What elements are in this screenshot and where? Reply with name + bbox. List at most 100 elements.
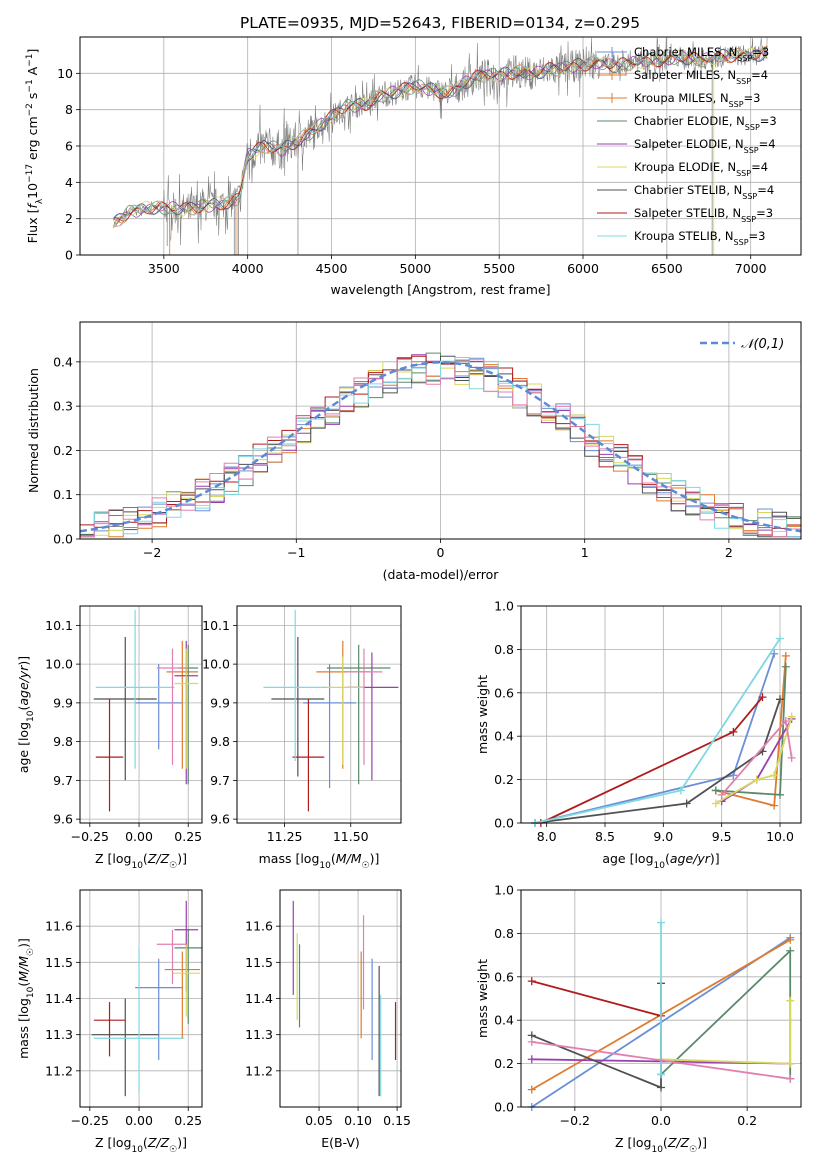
weight_vs_age-ylabel: mass weight [475, 675, 490, 754]
legend-label-part: SSP [737, 54, 752, 63]
weight_vs_Z-xlabel-part: ☉ [689, 1145, 697, 1155]
spectrum-ylabel-part: −17 [25, 164, 35, 183]
age_vs_Z-xlabel-part: 10 [131, 861, 143, 871]
residuals-xtick-label: 1 [581, 545, 589, 560]
weight_vs_age-point-marker [770, 649, 779, 658]
age_vs_Z-ylabel-part: age/yr [16, 665, 31, 706]
age_vs_Z-xlabel-part: )] [177, 851, 187, 866]
legend-label: Kroupa STELIB, NSSP=3 [634, 229, 765, 247]
mass_vs_Z-xlabel-part: ( [143, 1135, 148, 1150]
spectrum-ylabel-part: s [25, 93, 40, 104]
weight_vs_Z-xlabel-part: 10 [651, 1145, 663, 1155]
age_vs_Z-ytick-label: 9.9 [53, 695, 73, 710]
weight_vs_age-xtick-label: 8.0 [537, 829, 557, 844]
weight_vs_Z-xtick-label: 0.0 [651, 1113, 671, 1128]
age_vs_Z-xlabel-part: Z [log [95, 851, 131, 866]
spectrum-ytick-label: 2 [65, 211, 73, 226]
age_vs_Z-xtick-label: 0.25 [174, 829, 202, 844]
residuals-ytick-label: 0.2 [53, 443, 73, 458]
legend-label-part: =4 [751, 68, 768, 82]
spectrum-ylabel-part: erg cm [25, 116, 40, 164]
mass_vs_Z-ytick-label: 11.3 [45, 1027, 73, 1042]
weight_vs_Z-point-marker [786, 1059, 795, 1068]
legend-label: Chabrier STELIB, NSSP=4 [634, 183, 774, 201]
age_vs_Z-xtick-label: 0.00 [125, 829, 153, 844]
legend-label-part: =3 [760, 114, 777, 128]
spectrum-ylabel-part: f [25, 203, 40, 209]
mass_vs_EBV-xtick-label: 0.15 [383, 1113, 411, 1128]
mass_vs_Z-xtick-label: 0.00 [125, 1113, 153, 1128]
legend-label-part: =3 [756, 206, 773, 220]
weight_vs_Z-xtick-label: −0.2 [560, 1113, 590, 1128]
age_vs_Z-ytick-label: 9.6 [53, 812, 73, 827]
weight_vs_Z-ytick-label: 0.4 [494, 1013, 514, 1028]
axes-layer: 3500 4000 4500 5000 5500 6000 6500 70000246810w… [16, 36, 802, 1155]
model-spectrum-line [113, 48, 768, 221]
legend-label: Salpeter MILES, NSSP=4 [634, 68, 768, 86]
legend-label-part: =4 [751, 160, 768, 174]
age_vs_mass-xlabel-part: )] [370, 851, 380, 866]
age_vs_mass-xlabel-part: M/M [336, 851, 362, 866]
weight_vs_age-point-marker [776, 790, 784, 799]
weight_vs_age-point-marker [776, 634, 784, 643]
weight_vs_age-point-marker [752, 775, 761, 784]
legend-label-part: SSP [736, 169, 751, 178]
age_vs_Z-ylabel-part: 10 [26, 710, 36, 722]
weight_vs_Z-series-line [531, 980, 662, 1017]
weight_vs_Z-point-marker [657, 1083, 665, 1092]
age_vs_mass-ytick-label: 9.8 [210, 734, 230, 749]
age_vs_Z-ylabel-part: ( [16, 706, 31, 711]
legend-label-part: SSP [745, 123, 760, 132]
mass_vs_Z-xlabel-part: Z/Z [147, 1135, 170, 1150]
weight_vs_Z-point-marker [786, 935, 795, 944]
weight_vs_age-xtick-label: 9.5 [712, 829, 732, 844]
weight_vs_Z-point-marker [657, 1070, 665, 1079]
weight_vs_Z-point-marker [527, 1037, 536, 1046]
mass_vs_Z-ylabel-part: )] [16, 938, 31, 948]
spectrum-xtick-label: 4500 [316, 261, 348, 276]
spectrum-ylabel: Flux [fλ10−17 erg cm−2 s−1 A−1] [25, 49, 45, 244]
weight_vs_Z-point-marker [527, 1085, 536, 1094]
legend-label-part: Salpeter MILES, N [634, 68, 736, 82]
weight_vs_age-xlabel-part: )] [710, 851, 720, 866]
age_vs_mass-xlabel-part: ( [331, 851, 336, 866]
mass_vs_Z-ylabel-part: ☉ [26, 948, 36, 956]
age_vs_mass-xlabel-part: 10 [319, 861, 331, 871]
spectrum-ylabel-part: λ [35, 198, 45, 204]
legend-label-part: =3 [749, 229, 766, 243]
legend-label-part: SSP [729, 100, 744, 109]
age_vs_mass-xlabel: mass [log10(M/M☉)] [259, 851, 380, 871]
weight_vs_age-point-marker [717, 790, 726, 799]
age_vs_mass-xlabel-part: ☉ [362, 861, 370, 871]
weight_vs_Z-xlabel-part: ( [663, 1135, 668, 1150]
weight_vs_age-ytick-label: 0.4 [494, 729, 514, 744]
weight_vs_age-series-line [534, 699, 781, 824]
spectrum-ylabel-part: ] [25, 49, 40, 54]
weight_vs_age-xtick-label: 8.5 [595, 829, 615, 844]
weight_vs_age-point-marker [711, 786, 720, 795]
weight_vs_age-series-line [534, 653, 776, 824]
weight_vs_Z-series-line [531, 1041, 791, 1080]
mass_vs_Z-ylabel-part: 10 [26, 986, 36, 998]
age_vs_Z-ytick-label: 10.1 [45, 618, 73, 633]
legend-label-part: Kroupa ELODIE, N [634, 160, 736, 174]
mass_vs_Z-ylabel-part: M/M [16, 956, 31, 982]
mass_vs_EBV-xtick-label: 0.10 [344, 1113, 372, 1128]
age_vs_mass-frame [236, 605, 402, 824]
weight_vs_age-ytick-label: 1.0 [494, 599, 514, 614]
weight_vs_age-ytick-label: 0.6 [494, 685, 514, 700]
model-spectrum-line [113, 47, 768, 227]
spectrum-ytick-label: 4 [65, 175, 73, 190]
weight_vs_age-point-marker [770, 801, 779, 810]
mass_vs_Z-ylabel-part: mass [log [16, 998, 31, 1059]
age_vs_mass-xlabel-part: mass [log [259, 851, 320, 866]
age_vs_mass-ytick-label: 9.6 [210, 812, 230, 827]
weight_vs_Z-ytick-label: 0.0 [494, 1100, 514, 1115]
weight_vs_age-point-marker [711, 799, 720, 808]
legend-label-part: SSP [742, 192, 757, 201]
age_vs_Z-ylabel-part: )] [16, 656, 31, 666]
spectrum-ytick-label: 8 [65, 102, 73, 117]
spectrum-ytick-label: 6 [65, 139, 73, 154]
legend-label: Kroupa MILES, NSSP=3 [634, 91, 760, 109]
